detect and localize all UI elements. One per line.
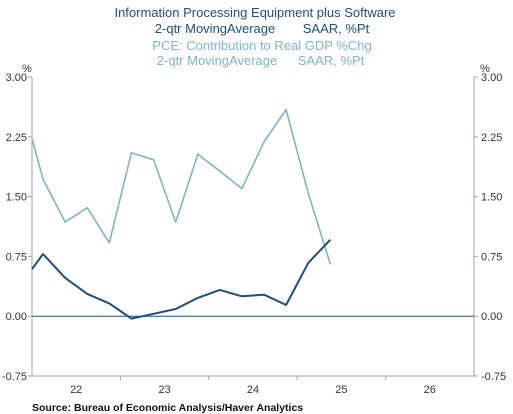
right-unit-label: % xyxy=(480,63,490,75)
y-tick-label-right: 2.25 xyxy=(481,132,502,144)
series-line-1 xyxy=(31,108,332,265)
x-tick-label: 25 xyxy=(335,384,347,396)
y-tick-label-left: 1.50 xyxy=(6,192,27,204)
left-unit-label: % xyxy=(22,63,32,75)
x-tick-label: 24 xyxy=(247,384,259,396)
y-tick-label-right: 0.75 xyxy=(481,251,502,263)
source-note: Source: Bureau of Economic Analysis/Have… xyxy=(32,402,303,414)
title-line-2-left: 2-qtr MovingAverage xyxy=(155,21,275,36)
series-layer xyxy=(31,108,332,320)
x-tick-label: 22 xyxy=(70,384,82,396)
y-axis-left: -0.75 0.00 0.75 1.50 2.25 3.00 xyxy=(2,72,32,383)
series-line-2 xyxy=(31,239,332,320)
title-line-3: PCE: Contribution to Real GDP %Chg xyxy=(152,38,371,53)
y-tick-label-left: 0.00 xyxy=(6,311,27,323)
x-tick-label: 26 xyxy=(424,384,436,396)
title-line-1: Information Processing Equipment plus So… xyxy=(114,5,395,20)
y-tick-label-right: -0.75 xyxy=(481,371,506,383)
plot-frame xyxy=(31,77,475,377)
y-tick-label-right: 3.00 xyxy=(481,72,502,84)
x-tick-label: 23 xyxy=(158,384,170,396)
x-axis: 22 23 24 25 26 xyxy=(70,376,436,396)
y-tick-label-right: 1.50 xyxy=(481,192,502,204)
y-tick-label-left: 2.25 xyxy=(6,132,27,144)
title-line-4-left: 2-qtr MovingAverage xyxy=(157,53,277,68)
y-axis-right: -0.75 0.00 0.75 1.50 2.25 3.00 xyxy=(474,72,506,383)
y-tick-label-left: 3.00 xyxy=(6,72,27,84)
y-tick-label-left: 0.75 xyxy=(6,251,27,263)
title-line-4-right: SAAR, %Pt xyxy=(298,53,365,68)
y-tick-label-right: 0.00 xyxy=(481,311,502,323)
y-tick-label-left: -0.75 xyxy=(2,371,27,383)
title-line-2-right: SAAR, %Pt xyxy=(303,21,370,36)
